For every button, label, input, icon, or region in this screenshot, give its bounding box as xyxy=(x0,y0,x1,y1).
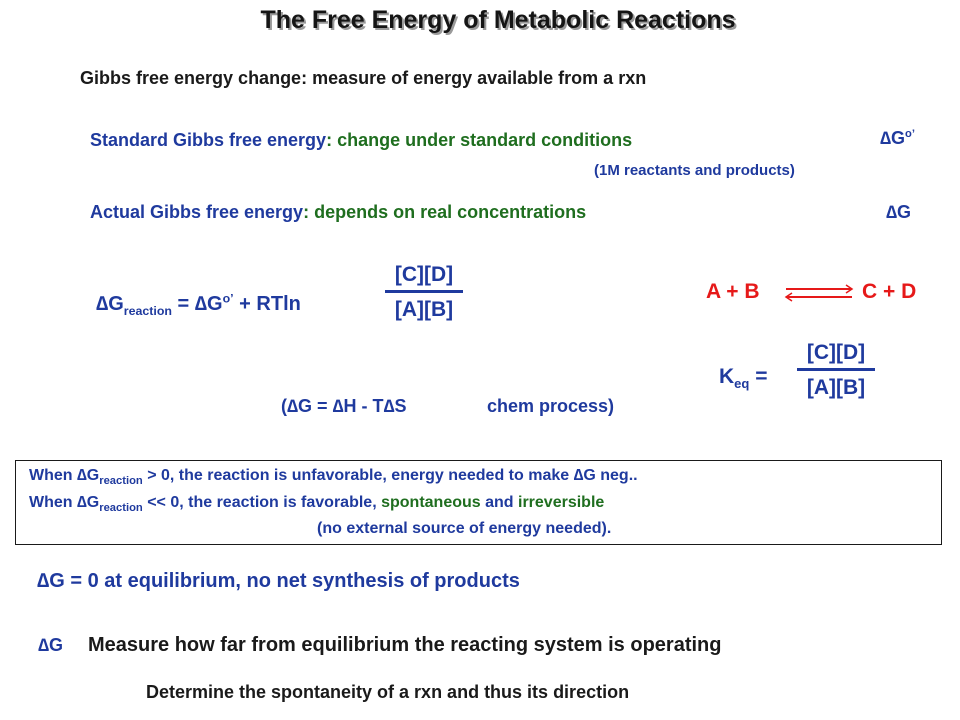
keq-fraction: [C][D] [A][B] xyxy=(797,340,875,400)
free-energy-equation: ∆Greaction = ∆Go’ + RTln xyxy=(96,291,301,318)
gibbs-definition: Gibbs free energy change: measure of ene… xyxy=(80,68,647,88)
no-external-energy-note: (no external source of energy needed). xyxy=(317,520,612,537)
standard-gibbs-label: Standard Gibbs free energy xyxy=(90,130,327,150)
enthalpy-entropy-relation: (∆G = ∆H - T∆S xyxy=(281,396,407,416)
actual-gibbs-line: Actual Gibbs free energy: depends on rea… xyxy=(90,202,586,223)
actual-gibbs-colon: : xyxy=(303,202,310,222)
keq-denominator: [A][B] xyxy=(806,376,866,399)
chem-process-label: chem process) xyxy=(487,396,615,416)
determine-statement: Determine the spontaneity of a rxn and t… xyxy=(146,682,630,702)
standard-conditions-note: (1M reactants and products) xyxy=(594,162,795,179)
favorable-statement: When ∆Greaction << 0, the reaction is fa… xyxy=(29,494,605,515)
measure-statement: Measure how far from equilibrium the rea… xyxy=(88,634,722,656)
irreversible-word: irreversible xyxy=(518,494,605,511)
favorability-box: When ∆Greaction > 0, the reaction is unf… xyxy=(15,460,942,545)
actual-gibbs-symbol: ∆G xyxy=(886,202,912,222)
standard-gibbs-text: change under standard conditions xyxy=(337,130,633,150)
equilibrium-arrows-icon xyxy=(784,284,854,302)
keq-numerator: [C][D] xyxy=(806,341,866,364)
equation-fraction-bar xyxy=(385,290,463,293)
standard-gibbs-colon: : xyxy=(326,130,333,150)
measure-symbol: ∆G xyxy=(38,635,64,655)
standard-gibbs-line: Standard Gibbs free energy: change under… xyxy=(90,130,632,151)
keq-fraction-bar xyxy=(797,368,875,371)
reaction-reactants: A + B xyxy=(706,280,760,303)
equation-fraction: [C][D] [A][B] xyxy=(385,262,463,322)
slide-title: The Free Energy of Metabolic Reactions xyxy=(260,6,736,34)
reaction-products: C + D xyxy=(862,280,917,303)
keq-label: Keq = xyxy=(719,365,768,392)
unfavorable-statement: When ∆Greaction > 0, the reaction is unf… xyxy=(29,467,638,488)
equation-numerator: [C][D] xyxy=(394,263,454,286)
actual-gibbs-label: Actual Gibbs free energy xyxy=(90,202,304,222)
actual-gibbs-text: depends on real concentrations xyxy=(314,202,587,222)
equilibrium-statement: ∆G = 0 at equilibrium, no net synthesis … xyxy=(37,570,520,592)
equation-denominator: [A][B] xyxy=(394,298,454,321)
standard-gibbs-symbol: ∆Go’ xyxy=(880,128,915,148)
spontaneous-word: spontaneous xyxy=(381,494,481,511)
